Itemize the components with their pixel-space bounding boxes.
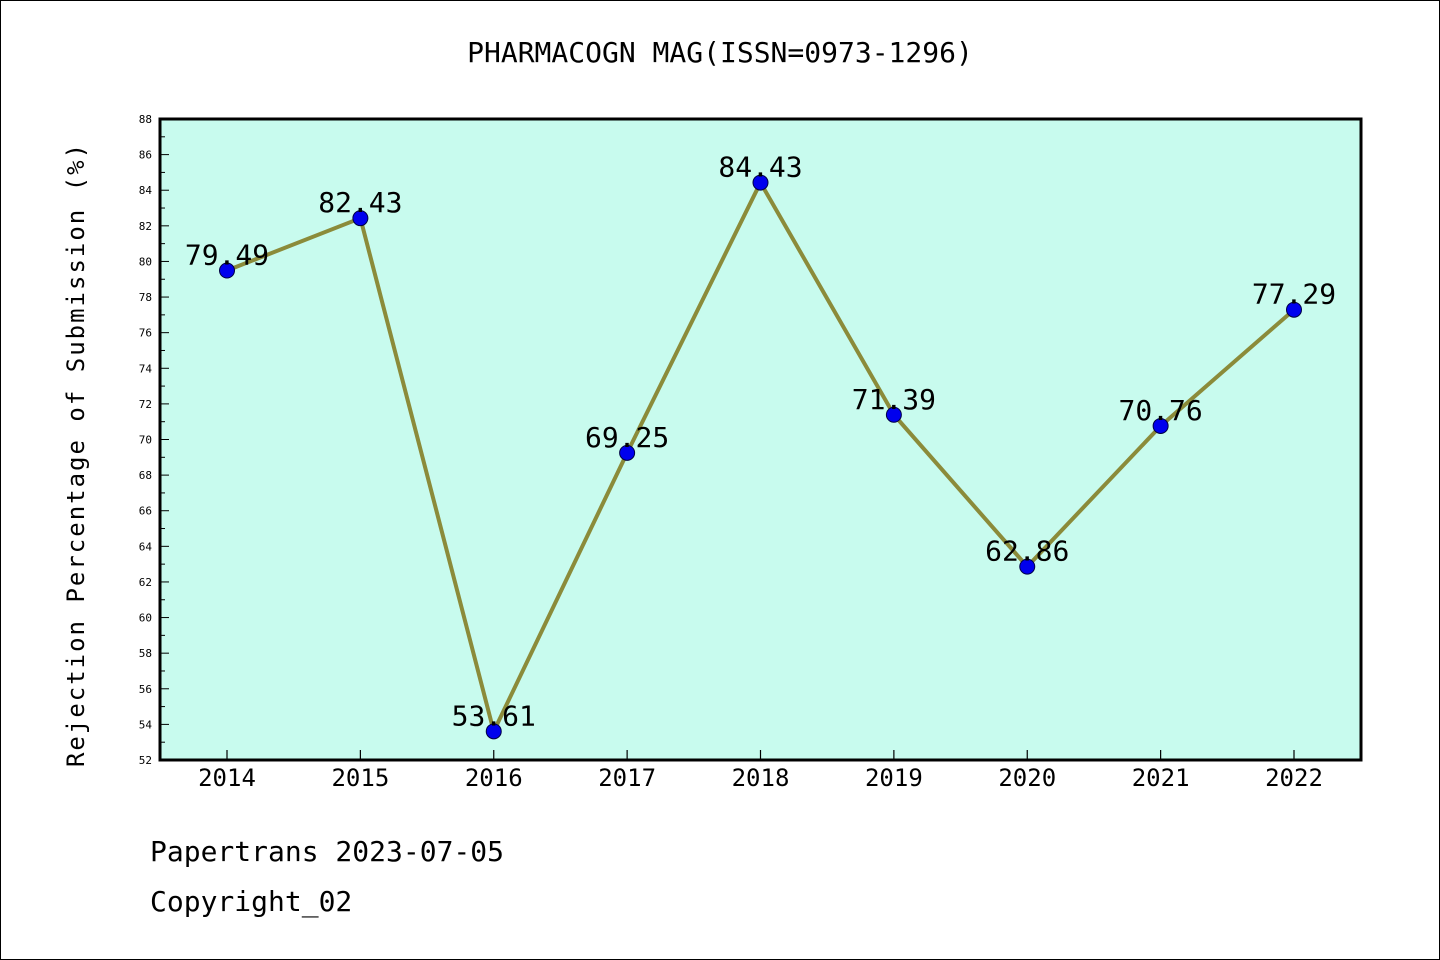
y-tick-label: 68	[139, 469, 152, 482]
y-tick-label: 58	[139, 647, 152, 660]
y-tick-label: 86	[139, 149, 152, 162]
data-label: 82.43	[318, 186, 402, 219]
y-tick-label: 66	[139, 505, 152, 518]
y-tick-label: 74	[139, 362, 153, 375]
data-point	[352, 210, 369, 227]
y-tick-label: 82	[139, 220, 152, 233]
y-tick-label: 84	[139, 184, 153, 197]
data-label: 53.61	[452, 699, 536, 732]
data-label: 69.25	[585, 421, 669, 454]
data-point	[1152, 417, 1169, 434]
x-tick-label: 2014	[198, 764, 256, 792]
x-tick-label: 2020	[998, 764, 1056, 792]
data-point	[1286, 301, 1302, 318]
data-point	[619, 444, 636, 461]
data-point	[1019, 558, 1036, 575]
data-label: 84.43	[718, 151, 802, 184]
data-label: 62.86	[985, 535, 1069, 568]
data-label: 77.29	[1252, 278, 1336, 311]
y-tick-label: 56	[139, 683, 152, 696]
x-tick-label: 2016	[465, 764, 523, 792]
footer-date: Papertrans 2023-07-05	[150, 835, 505, 868]
y-tick-label: 54	[139, 718, 153, 731]
y-tick-label: 76	[139, 327, 152, 340]
footer-copyright: Copyright_02	[150, 885, 353, 918]
y-tick-label: 72	[139, 398, 152, 411]
y-tick-label: 64	[139, 540, 153, 553]
data-point	[752, 174, 769, 191]
y-tick-label: 70	[139, 434, 152, 447]
y-tick-label: 80	[139, 255, 152, 268]
data-point	[485, 723, 502, 740]
x-tick-label: 2019	[865, 764, 923, 792]
x-tick-label: 2015	[331, 764, 389, 792]
y-tick-label: 78	[139, 291, 152, 304]
x-tick-label: 2022	[1265, 764, 1323, 792]
x-tick-label: 2017	[598, 764, 656, 792]
chart-title: PHARMACOGN MAG(ISSN=0973-1296)	[467, 36, 973, 69]
y-tick-label: 60	[139, 612, 152, 625]
y-tick-label: 52	[139, 754, 152, 767]
y-tick-label: 88	[139, 113, 152, 126]
x-tick-label: 2018	[732, 764, 790, 792]
x-tick-label: 2021	[1132, 764, 1190, 792]
data-point	[219, 262, 235, 279]
data-label: 71.39	[852, 383, 936, 416]
y-axis-label: Rejection Percentage of Submission (%)	[62, 142, 90, 767]
y-tick-label: 62	[139, 576, 152, 589]
data-label: 70.76	[1118, 394, 1202, 427]
data-label: 79.49	[185, 239, 269, 272]
plot-frame	[158, 117, 1363, 762]
data-point	[885, 406, 902, 423]
